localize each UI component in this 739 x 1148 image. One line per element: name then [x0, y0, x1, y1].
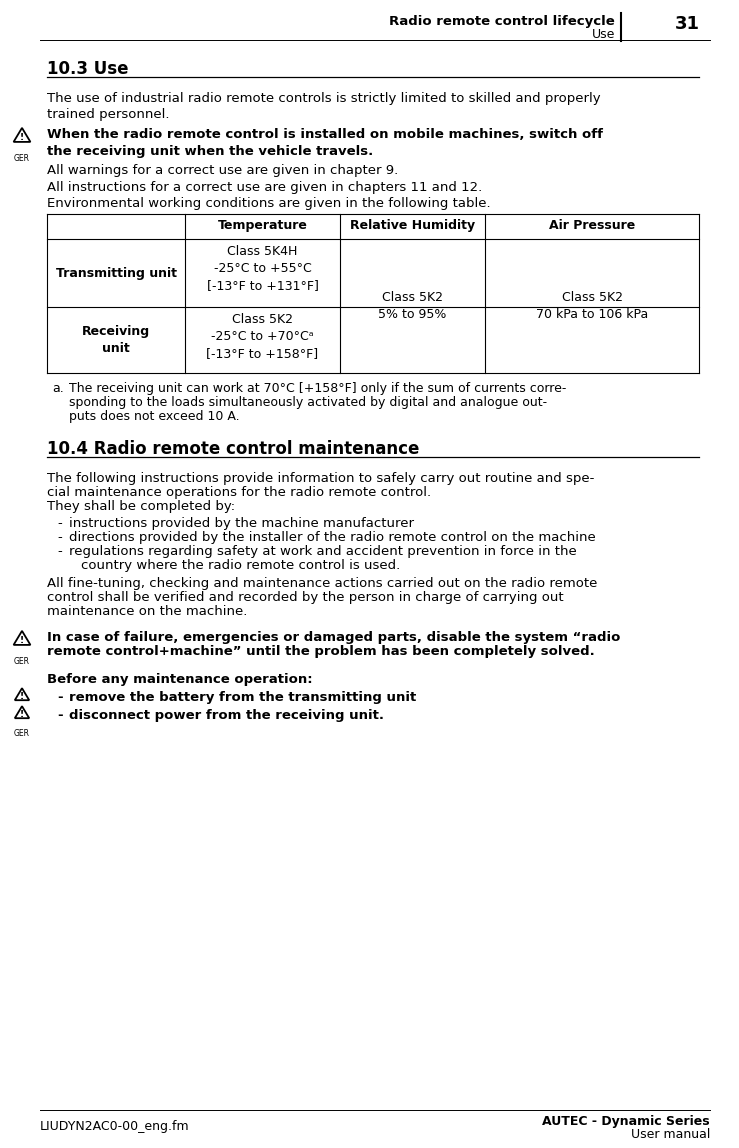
Text: -: - — [57, 545, 62, 558]
Text: AUTEC - Dynamic Series: AUTEC - Dynamic Series — [542, 1115, 710, 1128]
Text: control shall be verified and recorded by the person in charge of carrying out: control shall be verified and recorded b… — [47, 591, 564, 604]
Text: maintenance on the machine.: maintenance on the machine. — [47, 605, 248, 618]
Text: !: ! — [20, 692, 24, 701]
Text: Temperature: Temperature — [217, 219, 307, 232]
Text: The receiving unit can work at 70°C [+158°F] only if the sum of currents corre-: The receiving unit can work at 70°C [+15… — [69, 382, 566, 395]
Text: puts does not exceed 10 A.: puts does not exceed 10 A. — [69, 410, 239, 422]
Text: GER: GER — [14, 729, 30, 738]
Text: a.: a. — [52, 382, 64, 395]
Text: disconnect power from the receiving unit.: disconnect power from the receiving unit… — [69, 709, 384, 722]
Text: directions provided by the installer of the radio remote control on the machine: directions provided by the installer of … — [69, 532, 596, 544]
Text: User manual: User manual — [630, 1128, 710, 1141]
Text: Radio remote control lifecycle: Radio remote control lifecycle — [389, 15, 615, 28]
Text: When the radio remote control is installed on mobile machines, switch off
the re: When the radio remote control is install… — [47, 127, 603, 157]
Text: All warnings for a correct use are given in chapter 9.
All instructions for a co: All warnings for a correct use are given… — [47, 164, 491, 210]
Text: sponding to the loads simultaneously activated by digital and analogue out-: sponding to the loads simultaneously act… — [69, 396, 547, 409]
Text: Class 5K2
70 kPa to 106 kPa: Class 5K2 70 kPa to 106 kPa — [536, 290, 648, 321]
Text: !: ! — [20, 133, 24, 142]
Text: Before any maintenance operation:: Before any maintenance operation: — [47, 673, 313, 687]
Text: 10.4 Radio remote control maintenance: 10.4 Radio remote control maintenance — [47, 440, 419, 458]
Text: In case of failure, emergencies or damaged parts, disable the system “radio: In case of failure, emergencies or damag… — [47, 631, 620, 644]
Text: regulations regarding safety at work and accident prevention in force in the: regulations regarding safety at work and… — [69, 545, 576, 558]
Text: Receiving
unit: Receiving unit — [82, 325, 150, 355]
Text: 31: 31 — [675, 15, 700, 33]
Text: Relative Humidity: Relative Humidity — [350, 219, 475, 232]
Text: Use: Use — [592, 28, 615, 41]
Text: -: - — [57, 517, 62, 530]
Text: LIUDYN2AC0-00_eng.fm: LIUDYN2AC0-00_eng.fm — [40, 1120, 190, 1133]
Text: remote control+machine” until the problem has been completely solved.: remote control+machine” until the proble… — [47, 645, 595, 658]
Text: remove the battery from the transmitting unit: remove the battery from the transmitting… — [69, 691, 416, 704]
Text: !: ! — [20, 636, 24, 645]
Text: -: - — [57, 709, 63, 722]
Text: GER: GER — [14, 657, 30, 666]
Text: All fine-tuning, checking and maintenance actions carried out on the radio remot: All fine-tuning, checking and maintenanc… — [47, 577, 597, 590]
Text: instructions provided by the machine manufacturer: instructions provided by the machine man… — [69, 517, 414, 530]
Text: !: ! — [20, 711, 24, 719]
Text: cial maintenance operations for the radio remote control.: cial maintenance operations for the radi… — [47, 486, 431, 499]
Text: They shall be completed by:: They shall be completed by: — [47, 501, 235, 513]
Text: The following instructions provide information to safely carry out routine and s: The following instructions provide infor… — [47, 472, 594, 484]
Text: The use of industrial radio remote controls is strictly limited to skilled and p: The use of industrial radio remote contr… — [47, 92, 601, 121]
Text: -: - — [57, 532, 62, 544]
Text: Air Pressure: Air Pressure — [549, 219, 635, 232]
Text: -: - — [57, 691, 63, 704]
Text: 10.3 Use: 10.3 Use — [47, 60, 129, 78]
Text: country where the radio remote control is used.: country where the radio remote control i… — [81, 559, 401, 572]
Text: Class 5K2
5% to 95%: Class 5K2 5% to 95% — [378, 290, 446, 321]
Text: Class 5K2
-25°C to +70°Cᵃ
[-13°F to +158°F]: Class 5K2 -25°C to +70°Cᵃ [-13°F to +158… — [206, 313, 319, 360]
Text: Transmitting unit: Transmitting unit — [55, 266, 177, 279]
Text: Class 5K4H
-25°C to +55°C
[-13°F to +131°F]: Class 5K4H -25°C to +55°C [-13°F to +131… — [207, 245, 319, 292]
Text: GER: GER — [14, 154, 30, 163]
